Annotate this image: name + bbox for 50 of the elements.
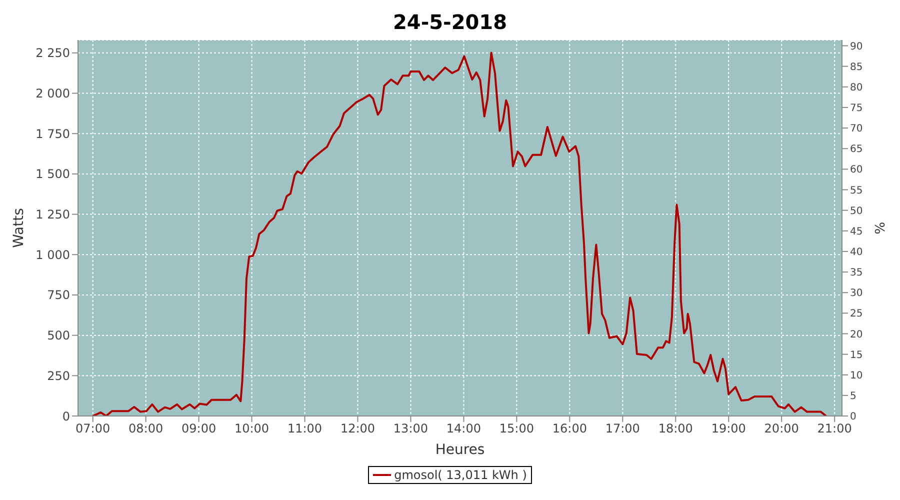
chart-title: 24-5-2018: [392, 9, 508, 36]
y2-tick-label: 55: [850, 185, 863, 196]
x-tick-label: 19:00: [711, 422, 746, 436]
y2-tick-label: 90: [850, 41, 863, 52]
x-axis-title: Heures: [435, 442, 485, 458]
y2-tick-label: 35: [850, 268, 863, 279]
y2-tick-label: 20: [850, 329, 863, 340]
y2-tick-label: 0: [850, 412, 856, 423]
y2-tick-label: 65: [850, 144, 863, 156]
x-tick-label: 20:00: [764, 422, 799, 436]
line-series: [92, 52, 828, 416]
y-tick-label: 500: [47, 328, 70, 343]
y-tick-label: 750: [47, 288, 70, 302]
y2-tick-label: 75: [850, 103, 863, 114]
y-tick-label: 2 000: [36, 86, 70, 101]
y2-tick-label: 25: [850, 308, 863, 320]
y2-tick-label: 50: [850, 206, 863, 217]
y2-tick-label: 15: [850, 350, 863, 361]
x-tick-label: 13:00: [393, 422, 428, 436]
x-tick-label: 21:00: [817, 422, 852, 436]
y2-tick-label: 45: [850, 226, 863, 238]
x-tick-label: 16:00: [552, 422, 587, 436]
x-tick-label: 15:00: [499, 422, 534, 436]
x-tick-label: 09:00: [182, 422, 216, 436]
y-tick-label: 0: [62, 409, 70, 424]
x-tick-label: 07:00: [76, 422, 110, 436]
y2-tick-label: 30: [850, 288, 863, 300]
x-tick-label: 11:00: [287, 422, 322, 436]
x-tick-label: 18:00: [658, 422, 693, 436]
y-tick-label: 1 000: [36, 248, 70, 262]
legend-label: gmosol( 13,011 kWh ): [394, 468, 527, 482]
y2-tick-label: 80: [850, 82, 863, 94]
y-tick-label: 1 500: [36, 167, 70, 182]
y-tick-label: 1 750: [36, 126, 70, 141]
y-tick-label: 1 250: [36, 208, 70, 222]
y2-axis-title: %: [874, 222, 889, 234]
y2-tick-label: 10: [850, 370, 863, 382]
x-tick-label: 14:00: [446, 422, 482, 436]
y2-tick-label: 60: [850, 164, 863, 176]
y2-tick-label: 70: [850, 124, 863, 135]
y-tick-label: 2 250: [36, 46, 70, 60]
x-tick-label: 17:00: [605, 422, 640, 436]
x-tick-label: 12:00: [340, 422, 376, 436]
y2-tick-label: 5: [850, 390, 856, 402]
y-tick-label: 250: [47, 368, 70, 383]
y-axis-title: Watts: [10, 208, 27, 248]
y2-tick-label: 40: [850, 247, 863, 258]
y2-tick-label: 85: [850, 62, 863, 73]
x-tick-label: 08:00: [128, 422, 164, 436]
x-tick-label: 10:00: [234, 422, 270, 436]
